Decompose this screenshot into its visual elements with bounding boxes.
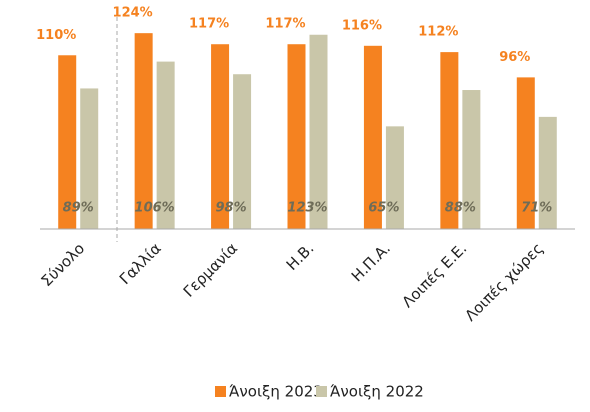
value-label: 98% — [216, 201, 247, 216]
bar — [538, 116, 557, 229]
x-tick-label: Η.Π.Α. — [348, 239, 394, 285]
bar — [80, 88, 99, 229]
value-label: 117% — [265, 17, 305, 32]
x-tick-label: Σύνολο — [37, 239, 88, 290]
bar — [309, 34, 328, 229]
value-label: 116% — [342, 18, 382, 33]
bar — [134, 33, 153, 230]
bar — [211, 44, 230, 229]
value-label: 124% — [113, 6, 153, 21]
bar — [385, 126, 404, 229]
value-label: 112% — [418, 25, 458, 40]
value-label: 106% — [135, 201, 175, 216]
bar — [233, 74, 252, 229]
bar — [287, 44, 306, 229]
value-label: 117% — [189, 17, 229, 32]
bar — [462, 90, 481, 229]
legend-label: Άνοιξη 2023 — [229, 383, 323, 401]
legend-swatch — [215, 386, 226, 397]
value-label: 96% — [499, 50, 530, 65]
bar — [363, 45, 382, 229]
x-tick-label: Λοιπές χώρες — [461, 239, 546, 324]
value-label: 89% — [63, 201, 94, 216]
bar — [440, 52, 459, 229]
x-tick-label: Γερμανία — [180, 239, 241, 300]
value-label: 65% — [368, 201, 399, 216]
x-tick-label: Η.Β. — [283, 239, 318, 274]
value-label: 123% — [287, 201, 327, 216]
value-label: 110% — [36, 28, 76, 43]
x-tick-label: Γαλλία — [116, 239, 165, 288]
x-tick-label: Λοιπές Ε.Ε. — [398, 239, 470, 311]
bar — [516, 77, 535, 230]
legend-label: Άνοιξη 2022 — [330, 383, 424, 401]
bar — [58, 55, 77, 229]
value-label: 88% — [445, 201, 476, 216]
value-label: 71% — [521, 201, 552, 216]
legend-swatch — [316, 386, 327, 397]
bar — [156, 61, 175, 229]
